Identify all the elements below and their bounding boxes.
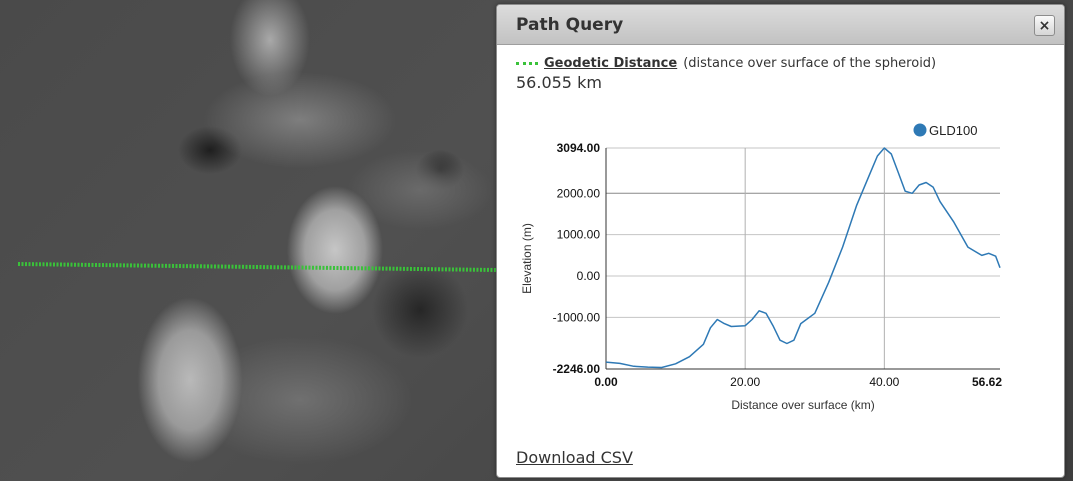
geodetic-distance-note: (distance over surface of the spheroid) bbox=[683, 56, 937, 71]
panel-title: Path Query bbox=[516, 14, 624, 35]
y-tick-label: -1000.00 bbox=[553, 310, 601, 324]
y-tick-label: -2246.00 bbox=[553, 362, 601, 376]
x-tick-label: 40.00 bbox=[869, 375, 899, 389]
x-tick-label: 56.62 bbox=[972, 375, 1002, 389]
elevation-profile-chart: 3094.00 2000.00 1000.00 0.00 -1000.00 -2246.0… bbox=[520, 123, 1002, 412]
close-icon: × bbox=[1038, 17, 1051, 34]
x-tick-label: 20.00 bbox=[730, 375, 760, 389]
y-tick-label: 2000.00 bbox=[557, 186, 601, 200]
geodetic-distance-label[interactable]: Geodetic Distance bbox=[544, 56, 678, 71]
legend-label: GLD100 bbox=[929, 123, 977, 138]
path-query-panel: Path Query × Geodetic Distance (distance… bbox=[496, 4, 1065, 478]
y-tick-label: 3094.00 bbox=[557, 141, 601, 155]
series-line-gld100 bbox=[605, 147, 1001, 369]
x-tick-label: 0.00 bbox=[594, 375, 618, 389]
download-csv-link[interactable]: Download CSV bbox=[516, 448, 633, 467]
geodetic-distance-value: 56.055 km bbox=[516, 73, 602, 92]
y-tick-label: 1000.00 bbox=[557, 228, 601, 242]
y-axis-label: Elevation (m) bbox=[520, 223, 534, 294]
panel-header: Path Query bbox=[497, 5, 1064, 45]
y-tick-label: 0.00 bbox=[577, 269, 601, 283]
x-axis-label: Distance over surface (km) bbox=[731, 398, 874, 412]
geodetic-distance-row: Geodetic Distance (distance over surface… bbox=[516, 56, 936, 71]
close-button[interactable]: × bbox=[1034, 15, 1055, 36]
legend-marker bbox=[913, 123, 927, 137]
path-swatch-icon bbox=[516, 62, 538, 65]
